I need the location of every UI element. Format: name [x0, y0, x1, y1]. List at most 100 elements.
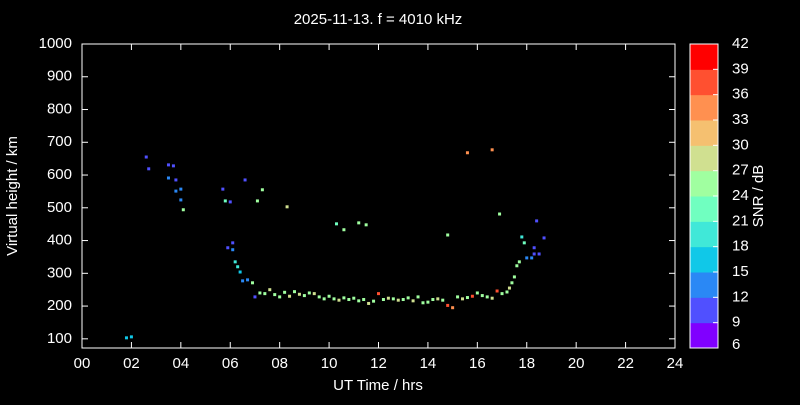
colorbar-tick-label: 15 [732, 263, 749, 280]
colorbar-bin [690, 196, 718, 222]
point [129, 335, 133, 339]
point [288, 294, 292, 298]
point [537, 252, 541, 256]
point [411, 299, 415, 303]
point [532, 252, 536, 256]
x-tick-label: 22 [617, 355, 634, 372]
point [255, 199, 259, 203]
point [391, 297, 395, 301]
colorbar-tick-label: 18 [732, 238, 749, 255]
y-tick-label: 100 [47, 330, 72, 347]
point [223, 199, 227, 203]
colorbar-bin [690, 94, 718, 121]
colorbar-bin [690, 145, 718, 172]
point [238, 270, 242, 274]
y-tick-label: 700 [47, 133, 72, 150]
y-tick-label: 1000 [39, 35, 72, 52]
point [357, 221, 361, 225]
point [124, 336, 128, 340]
x-tick-label: 10 [321, 355, 338, 372]
colorbar-bin [690, 120, 718, 146]
point [510, 281, 514, 285]
point [226, 246, 230, 250]
point [231, 241, 235, 245]
x-axis-label: UT Time / hrs [333, 377, 423, 394]
x-tick-label: 00 [74, 355, 91, 372]
point [470, 294, 474, 298]
point [372, 299, 376, 303]
point [522, 241, 526, 245]
x-tick-label: 06 [222, 355, 239, 372]
point [386, 296, 390, 300]
point [495, 289, 499, 293]
x-tick-label: 24 [667, 355, 684, 372]
point [475, 291, 479, 295]
point [352, 296, 356, 300]
point [530, 256, 534, 260]
point [446, 303, 450, 307]
point [498, 212, 502, 216]
y-tick-label: 800 [47, 100, 72, 117]
colorbar-tick-label: 24 [732, 187, 749, 204]
point [396, 298, 400, 302]
point [278, 295, 282, 299]
x-tick-label: 18 [518, 355, 535, 372]
point [364, 223, 368, 227]
x-tick-label: 02 [123, 355, 140, 372]
point [431, 298, 435, 302]
point [480, 294, 484, 298]
point [532, 246, 536, 250]
colorbar-label: SNR / dB [750, 165, 767, 228]
point [179, 187, 183, 191]
point [292, 290, 296, 294]
point [243, 178, 247, 182]
chart-title: 2025-11-13. f = 4010 kHz [294, 11, 463, 28]
point [342, 296, 346, 300]
x-tick-label: 14 [420, 355, 437, 372]
point [485, 295, 489, 299]
point [221, 187, 225, 191]
colorbar-tick-label: 27 [732, 162, 749, 179]
point [260, 188, 264, 192]
point [515, 264, 519, 268]
point [174, 178, 178, 182]
colorbar-bin [690, 69, 718, 96]
point [241, 279, 245, 283]
point [436, 297, 440, 301]
point [332, 297, 336, 301]
point [535, 219, 539, 223]
x-tick-label: 04 [172, 355, 189, 372]
y-tick-label: 900 [47, 68, 72, 85]
point [500, 292, 504, 296]
point [357, 299, 361, 303]
point [312, 292, 316, 296]
point [253, 295, 257, 299]
point [147, 167, 151, 171]
point [263, 292, 267, 296]
point [505, 290, 509, 294]
x-tick-label: 16 [469, 355, 486, 372]
colorbar-bin [690, 246, 718, 273]
point [367, 301, 371, 305]
point [426, 300, 430, 304]
point [377, 292, 380, 296]
point [381, 298, 385, 302]
point [362, 298, 366, 302]
point [231, 248, 235, 252]
point [441, 298, 445, 302]
x-tick-label: 08 [271, 355, 288, 372]
point [327, 294, 331, 298]
colorbar-tick-label: 42 [732, 35, 749, 52]
point [416, 295, 420, 299]
x-tick-label: 20 [568, 355, 585, 372]
point [166, 176, 170, 180]
colorbar-bin [690, 44, 718, 70]
colorbar-bin [690, 170, 718, 197]
point [465, 151, 469, 155]
point [302, 294, 306, 298]
point [246, 278, 250, 282]
point [307, 291, 311, 295]
y-tick-label: 300 [47, 264, 72, 281]
